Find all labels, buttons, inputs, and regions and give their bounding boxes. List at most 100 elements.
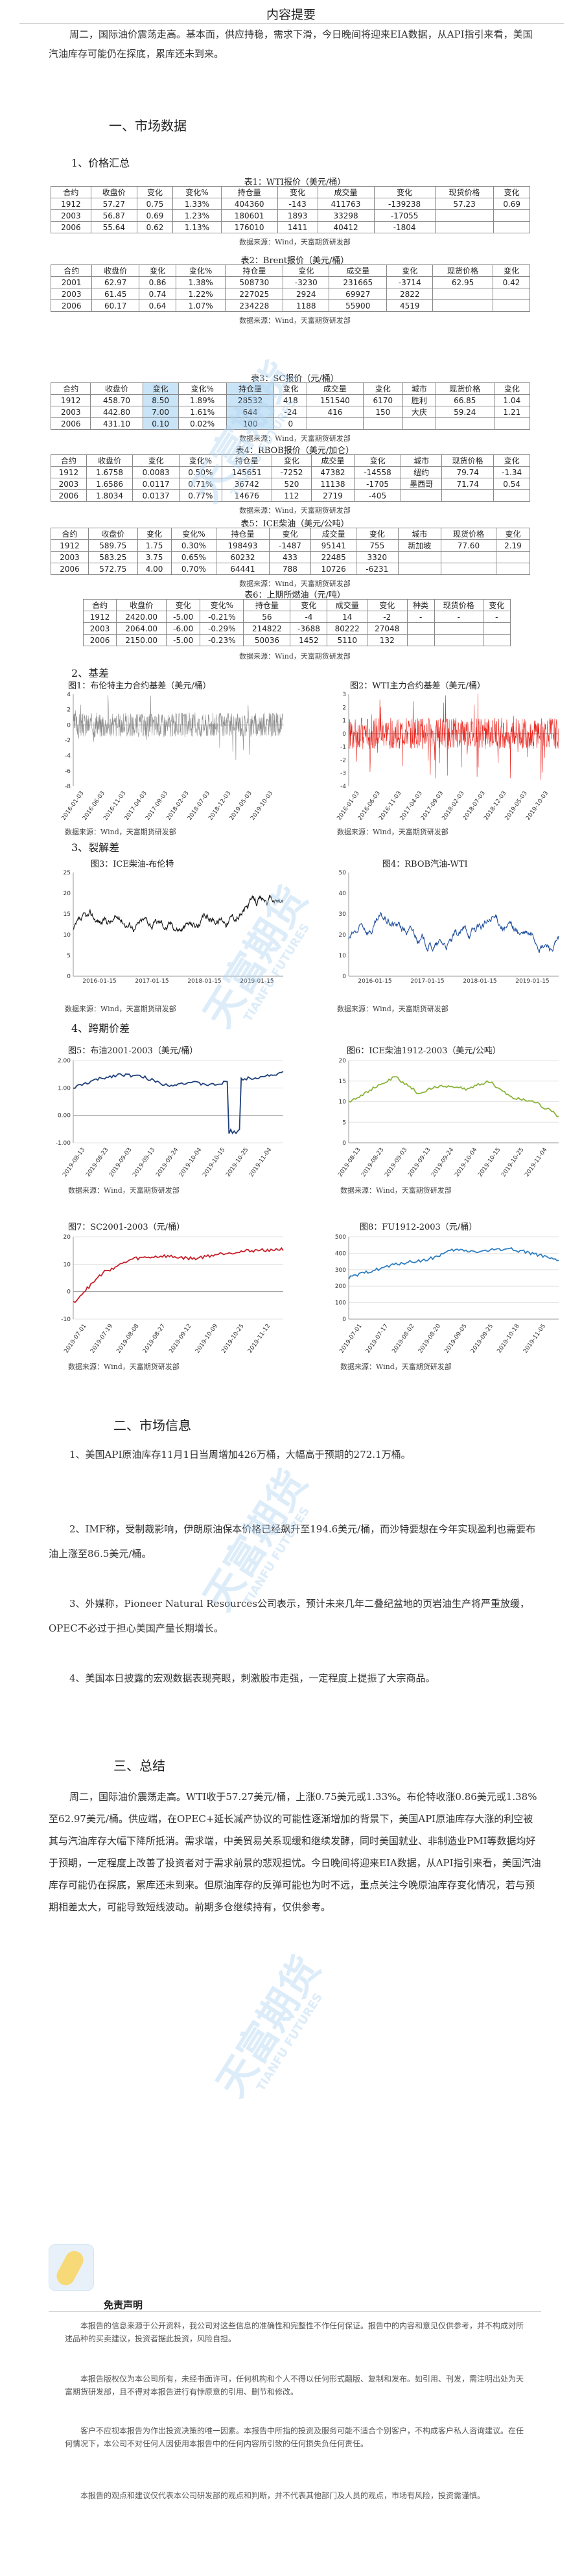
table-cell: 589.75 xyxy=(87,539,138,552)
y-tick-label: 20 xyxy=(339,932,347,939)
x-tick-label: 2019-10-03 xyxy=(250,790,274,822)
table-header-cell: 持仓量 xyxy=(226,382,275,395)
y-tick-label: -3 xyxy=(340,771,346,777)
table-cell xyxy=(441,551,496,563)
table-header-cell: 城市 xyxy=(401,454,443,467)
y-tick-label: 0 xyxy=(342,1140,346,1147)
table-header-cell: 变化 xyxy=(283,264,330,277)
table-cell: 57.27 xyxy=(90,198,137,210)
table-cell xyxy=(434,622,483,635)
table-cell: 1.21 xyxy=(493,406,531,418)
table-cell xyxy=(493,417,531,430)
table-cell: 1.04 xyxy=(493,394,531,406)
table-cell: 0.30% xyxy=(170,539,217,552)
table-cell: 411763 xyxy=(317,198,375,210)
y-tick-label: 2 xyxy=(67,707,71,714)
table-cell: 1912 xyxy=(51,539,89,552)
table-cell: 2003 xyxy=(51,209,91,222)
table-cell: 418 xyxy=(274,394,308,406)
y-tick-label: 10 xyxy=(64,1261,71,1268)
table-cell: 2.19 xyxy=(495,539,531,552)
table-cell: 大庆 xyxy=(402,406,436,418)
chart6-caption: 图6：ICE柴油1912-2003（美元/公吨） xyxy=(347,1046,501,1056)
y-tick-label: 0 xyxy=(342,974,346,980)
table-header-cell: 变化 xyxy=(362,382,404,395)
chart2-source: 数据来源：Wind，天富期货研发部 xyxy=(337,828,448,836)
y-tick-label: -2 xyxy=(340,757,346,764)
x-tick-label: 2019-11-12 xyxy=(247,1323,272,1355)
x-tick-label: 2019-09-03 xyxy=(384,1147,408,1178)
table-header-cell: 收盘价 xyxy=(90,186,137,198)
table-cell: 1.38% xyxy=(176,276,226,288)
table-header-cell: 合约 xyxy=(50,264,93,277)
x-tick-label: 2019-11-04 xyxy=(248,1147,273,1178)
table-row: 2006 55.64 0.62 1.13% 176010 1411 40412 -1804 xyxy=(51,221,530,233)
chart3-gasoil-brent: 25 20 15 10 5 0 2016-01-15 2017-01-15 2018-01-15… xyxy=(64,870,284,985)
table-row: 1912 589.75 1.75 0.30% 198493 -1487 95141 755 新加… xyxy=(51,539,531,552)
table-cell: 180601 xyxy=(220,209,278,222)
table-header-cell: 变化% xyxy=(172,186,222,198)
chart6-source: 数据来源：Wind，天富期货研发部 xyxy=(340,1186,452,1195)
chart4-source: 数据来源：Wind，天富期货研发部 xyxy=(337,1005,448,1013)
x-tick-label: 2019-10-18 xyxy=(496,1323,521,1355)
table-cell xyxy=(495,563,531,575)
table-cell: 176010 xyxy=(220,221,278,233)
x-tick-label: 2019-10-25 xyxy=(221,1323,246,1355)
table-cell: 1.07% xyxy=(176,299,226,312)
x-tick-label: 2019-10-04 xyxy=(454,1147,478,1178)
table-cell: 2006 xyxy=(50,417,91,430)
section1-sub2: 2、基差 xyxy=(71,667,110,679)
table-header-cell: 持仓量 xyxy=(216,528,270,540)
table-row: 1912 458.70 8.50 1.89% 28532 418 151540 6170 胜利 6… xyxy=(50,394,531,406)
table-cell: 1.13% xyxy=(172,221,222,233)
table-header-cell: 现货价格 xyxy=(432,264,493,277)
wti-table: 合约 收盘价 变化 变化% 持仓量 变化 成交量 变化 现货价格 变化 1912 57.27 0.75 1… xyxy=(51,186,530,233)
table-cell: 95141 xyxy=(310,539,357,552)
chart2-wti-basis: 3210-1-2-3-42016-01-032016-06-032016-11-… xyxy=(336,692,559,822)
conclusion-text: 周二，国际油价震荡走高。WTI收于57.27美元/桶，上涨0.75美元或1.33… xyxy=(49,1791,541,1913)
y-tick-label: -8 xyxy=(65,784,71,790)
table-cell: 62.97 xyxy=(91,276,140,288)
table-cell: 1.8034 xyxy=(86,489,134,502)
table-cell: 2001 xyxy=(50,276,93,288)
disclaimer-p1: 本报告的信息来源于公开资料，我公司对这些信息的准确性和完整性不作任何保证。报告中… xyxy=(65,2321,524,2343)
x-tick-label: 2019-07-19 xyxy=(89,1323,114,1355)
table-cell: -14558 xyxy=(353,466,402,478)
table3-caption: 表3：SC报价（元/桶） xyxy=(251,374,339,384)
table-cell: 0.64 xyxy=(139,299,177,312)
table-header-cell: 合约 xyxy=(51,186,91,198)
y-tick-label: 0 xyxy=(342,731,346,738)
disclaimer-p2: 本报告版权仅为本公司所有，未经书面许可，任何机构和个人不得以任何形式翻版、复制和… xyxy=(65,2374,524,2396)
table-cell: 0.69 xyxy=(136,209,174,222)
series-line xyxy=(73,1071,284,1135)
y-tick-label: 5 xyxy=(67,953,71,959)
table-row: 2006 1.8034 0.0137 0.77% 14676 112 2719 -405 xyxy=(51,489,530,502)
chart7-caption: 图7：SC2001-2003（元/桶） xyxy=(68,1223,185,1232)
y-tick-label: 50 xyxy=(339,870,347,876)
table-header-cell: 变化 xyxy=(356,528,399,540)
table-cell xyxy=(441,563,496,575)
table-cell: -6.00 xyxy=(166,622,201,635)
table-cell: 27048 xyxy=(366,622,408,635)
table-header-cell: 变化 xyxy=(482,599,511,611)
table-cell xyxy=(493,299,530,312)
x-tick-label: 2019-11-05 xyxy=(522,1323,547,1355)
table-row: 2003 1.6586 0.0117 0.71% 36742 520 11138 -1705 墨… xyxy=(51,478,530,490)
table3-source: 数据来源：Wind，天富期货研发部 xyxy=(239,434,351,443)
table-cell: 2822 xyxy=(386,288,434,300)
table-header-cell: 合约 xyxy=(50,382,91,395)
table-cell: 3320 xyxy=(356,551,399,563)
table-header-cell: 收盘价 xyxy=(116,599,167,611)
y-tick-label: 0 xyxy=(67,974,71,980)
table-cell: 404360 xyxy=(220,198,278,210)
x-tick-label: 2016-01-15 xyxy=(82,978,116,985)
table-header-cell: 变化 xyxy=(139,264,177,277)
table-cell: 55.64 xyxy=(90,221,137,233)
table-cell: -1487 xyxy=(268,539,312,552)
table-cell: 56 xyxy=(243,611,291,623)
section1-sub3: 3、裂解差 xyxy=(71,841,120,854)
x-tick-label: 2019-09-25 xyxy=(470,1323,495,1355)
table-header-cell: 变化 xyxy=(373,186,436,198)
section1-sub4: 4、跨期价差 xyxy=(71,1022,130,1035)
x-tick-label: 2019-09-13 xyxy=(132,1147,156,1178)
